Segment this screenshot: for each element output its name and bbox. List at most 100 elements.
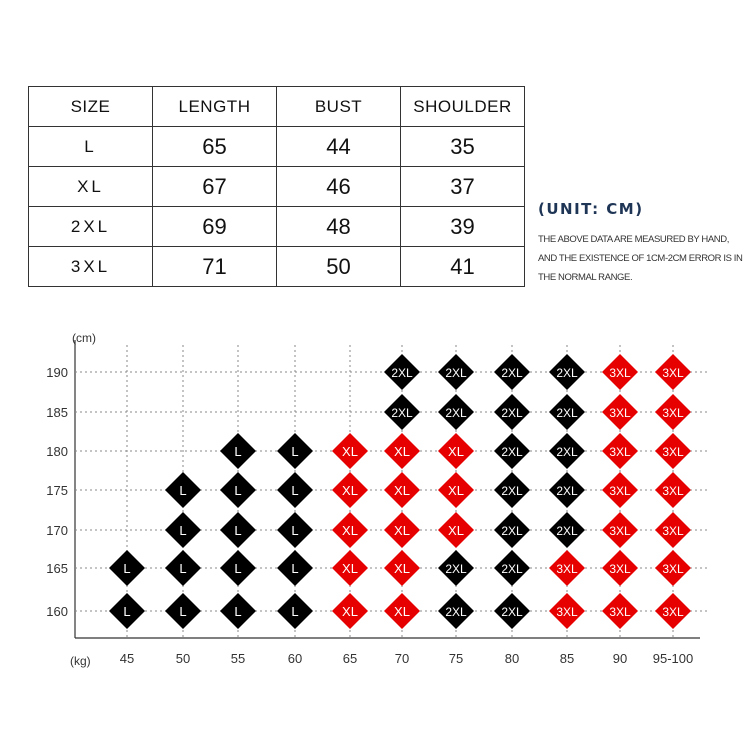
size-marker-xl: XL (384, 433, 420, 469)
size-marker-label: 2XL (445, 562, 467, 576)
diamond-marker (220, 550, 256, 586)
size-marker-3xl: 3XL (602, 550, 638, 586)
cell-bust: 50 (276, 246, 401, 287)
size-marker-2xl: 2XL (494, 472, 530, 508)
diamond-marker (655, 550, 691, 586)
diamond-marker (332, 550, 368, 586)
x-axis-label: (kg) (70, 654, 91, 668)
diamond-marker (220, 433, 256, 469)
size-marker-label: XL (394, 523, 410, 538)
size-marker-l: L (165, 512, 201, 548)
size-marker-label: 3XL (556, 605, 578, 619)
size-marker-label: XL (448, 483, 464, 498)
size-marker-2xl: 2XL (438, 394, 474, 430)
measurement-note: THE ABOVE DATA ARE MEASURED BY HAND, AND… (538, 234, 743, 283)
table-row: 3XL 71 50 41 (28, 246, 525, 287)
cell-size: L (28, 126, 153, 167)
diamond-marker (602, 593, 638, 629)
size-marker-3xl: 3XL (602, 472, 638, 508)
size-marker-label: 3XL (662, 366, 684, 380)
size-marker-3xl: 3XL (602, 512, 638, 548)
header-size: SIZE (28, 86, 153, 127)
size-marker-label: 2XL (391, 406, 413, 420)
diamond-marker (438, 354, 474, 390)
size-marker-3xl: 3XL (602, 394, 638, 430)
size-marker-label: XL (342, 444, 358, 459)
size-marker-l: L (165, 550, 201, 586)
diamond-marker (332, 472, 368, 508)
x-tick-label: 70 (395, 651, 409, 666)
cell-shoulder: 37 (400, 166, 525, 207)
size-marker-label: 3XL (609, 605, 631, 619)
size-marker-2xl: 2XL (494, 550, 530, 586)
diamond-marker (438, 512, 474, 548)
size-marker-2xl: 2XL (438, 593, 474, 629)
cell-length: 67 (152, 166, 277, 207)
size-marker-2xl: 2XL (438, 550, 474, 586)
size-marker-label: XL (394, 604, 410, 619)
y-tick-label: 165 (46, 561, 68, 576)
size-marker-label: L (234, 483, 241, 498)
cell-length: 65 (152, 126, 277, 167)
cell-bust: 48 (276, 206, 401, 247)
diamond-marker (384, 433, 420, 469)
x-tick-label: 65 (343, 651, 357, 666)
size-marker-label: 3XL (662, 484, 684, 498)
diamond-marker (494, 512, 530, 548)
size-marker-label: L (234, 604, 241, 619)
size-marker-xl: XL (332, 593, 368, 629)
size-marker-2xl: 2XL (549, 394, 585, 430)
size-marker-label: 2XL (501, 524, 523, 538)
size-marker-label: L (291, 604, 298, 619)
diamond-marker (438, 550, 474, 586)
size-marker-3xl: 3XL (655, 433, 691, 469)
diamond-marker (438, 433, 474, 469)
diamond-marker (549, 354, 585, 390)
size-marker-label: L (291, 444, 298, 459)
diamond-marker (602, 433, 638, 469)
size-marker-label: 2XL (501, 406, 523, 420)
diamond-marker (438, 394, 474, 430)
size-marker-3xl: 3XL (602, 433, 638, 469)
size-marker-label: 3XL (662, 406, 684, 420)
size-marker-label: 2XL (501, 366, 523, 380)
table-row: 2XL 69 48 39 (28, 206, 525, 247)
size-marker-label: L (234, 561, 241, 576)
diamond-marker (655, 433, 691, 469)
x-tick-label: 45 (120, 651, 134, 666)
diamond-marker (165, 472, 201, 508)
size-marker-label: L (123, 604, 130, 619)
diamond-marker (602, 512, 638, 548)
size-marker-label: L (234, 523, 241, 538)
size-table: SIZE LENGTH BUST SHOULDER L 65 44 35 XL … (28, 86, 525, 287)
diamond-marker (438, 472, 474, 508)
size-marker-xl: XL (332, 512, 368, 548)
x-tick-label: 75 (449, 651, 463, 666)
diamond-marker (109, 593, 145, 629)
diamond-marker (220, 472, 256, 508)
diamond-marker (165, 550, 201, 586)
diamond-marker (494, 472, 530, 508)
diamond-marker (277, 512, 313, 548)
size-marker-label: 2XL (501, 445, 523, 459)
size-marker-l: L (109, 593, 145, 629)
size-marker-l: L (220, 472, 256, 508)
size-marker-label: 2XL (501, 605, 523, 619)
size-marker-label: 3XL (556, 562, 578, 576)
unit-label: (UNIT: CM) (538, 200, 644, 218)
size-marker-2xl: 2XL (494, 394, 530, 430)
diamond-marker (549, 512, 585, 548)
size-marker-label: 2XL (445, 605, 467, 619)
size-marker-label: 3XL (609, 562, 631, 576)
diamond-marker (602, 354, 638, 390)
size-marker-l: L (277, 550, 313, 586)
size-marker-label: XL (342, 561, 358, 576)
cell-size: 2XL (28, 206, 153, 247)
size-marker-l: L (220, 593, 256, 629)
size-marker-label: L (179, 523, 186, 538)
size-marker-xl: XL (384, 472, 420, 508)
cell-size: 3XL (28, 246, 153, 287)
size-marker-label: L (179, 483, 186, 498)
size-marker-label: 3XL (609, 445, 631, 459)
size-marker-label: XL (342, 483, 358, 498)
